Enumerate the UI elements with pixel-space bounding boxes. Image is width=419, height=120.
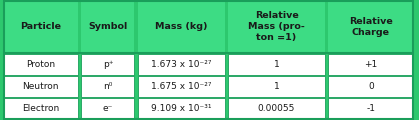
Bar [328, 76, 413, 97]
Text: Relative
Charge: Relative Charge [349, 17, 393, 37]
Bar [4, 76, 78, 97]
Text: p⁺: p⁺ [103, 60, 113, 69]
Text: Electron: Electron [22, 104, 59, 113]
Bar [328, 54, 413, 75]
Text: 1: 1 [274, 60, 279, 69]
Text: Proton: Proton [26, 60, 55, 69]
Text: Particle: Particle [21, 22, 61, 31]
Text: Symbol: Symbol [88, 22, 127, 31]
Text: 1: 1 [274, 82, 279, 91]
Text: n⁰: n⁰ [103, 82, 113, 91]
Text: 0: 0 [368, 82, 374, 91]
Text: 0.00055: 0.00055 [258, 104, 295, 113]
Text: Relative
Mass (pro-
ton =1): Relative Mass (pro- ton =1) [248, 11, 305, 42]
Text: 1.675 x 10⁻²⁷: 1.675 x 10⁻²⁷ [151, 82, 212, 91]
Bar [228, 98, 325, 119]
Text: Neutron: Neutron [23, 82, 59, 91]
Bar [328, 98, 413, 119]
Bar [138, 76, 225, 97]
Bar [138, 1, 225, 53]
Bar [228, 76, 325, 97]
Bar [4, 1, 78, 53]
Bar [328, 1, 413, 53]
Bar [138, 54, 225, 75]
Text: 1.673 x 10⁻²⁷: 1.673 x 10⁻²⁷ [151, 60, 212, 69]
Text: e⁻: e⁻ [103, 104, 113, 113]
Text: 9.109 x 10⁻³¹: 9.109 x 10⁻³¹ [151, 104, 212, 113]
Bar [81, 98, 134, 119]
Bar [228, 1, 325, 53]
Text: Mass (kg): Mass (kg) [155, 22, 207, 31]
Bar [4, 98, 78, 119]
Bar [81, 76, 134, 97]
Bar [4, 54, 78, 75]
Text: -1: -1 [366, 104, 375, 113]
Bar [138, 98, 225, 119]
Bar [228, 54, 325, 75]
Text: +1: +1 [364, 60, 378, 69]
Bar [81, 54, 134, 75]
Bar [81, 1, 134, 53]
